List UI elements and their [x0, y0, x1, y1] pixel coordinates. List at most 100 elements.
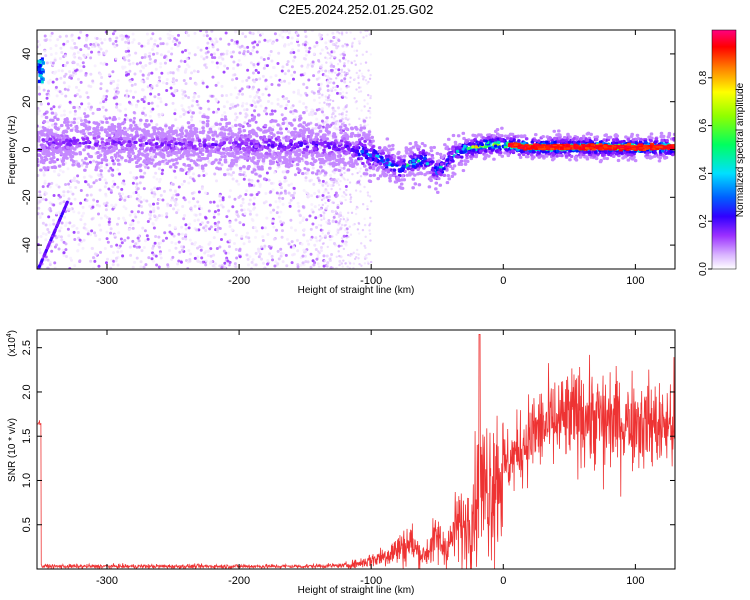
spectrogram-cell [188, 259, 192, 263]
spectrogram-cell [310, 202, 314, 206]
spectrogram-cell [159, 65, 163, 69]
spectrogram-cell [215, 40, 219, 44]
spectrogram-cell [231, 177, 235, 181]
spectrogram-cell [157, 75, 161, 79]
spectrogram-cell [76, 62, 80, 66]
spectrogram-cell [319, 196, 322, 199]
spectrogram-cell [228, 189, 232, 193]
spectrogram-cell [75, 68, 79, 72]
spectrogram-cell [120, 37, 124, 41]
spectrogram-cell [74, 186, 78, 190]
spectrogram-cell [112, 205, 116, 209]
spectrogram-cell [533, 133, 538, 137]
spectrogram-cell [280, 69, 284, 73]
spectrogram-cell [253, 109, 257, 113]
spectrogram-cell [46, 120, 50, 124]
spectrogram-cell [89, 233, 93, 237]
spectrogram-cell [98, 177, 102, 181]
spectrogram-cell [259, 245, 263, 249]
spectrogram-cell [95, 199, 99, 203]
spectrogram-cell [316, 253, 320, 257]
spectrogram-cell [196, 46, 200, 50]
spectrogram-cell [245, 253, 249, 257]
spectrogram-cell [493, 129, 498, 133]
spectrogram-cell [253, 226, 257, 230]
spectrogram-cell [346, 231, 349, 234]
spectrogram-cell [212, 124, 216, 128]
spectrogram-cell [363, 105, 366, 108]
figure-title: C2E5.2024.252.01.25.G02 [279, 2, 434, 17]
spectrogram-cell [367, 69, 370, 72]
spectrogram-cell [225, 122, 229, 126]
spectrogram-cell [282, 97, 286, 101]
spectrogram-cell [260, 154, 265, 158]
spectrogram-cell [91, 256, 95, 260]
spectrogram-cell [191, 177, 195, 181]
spectrogram-cell [150, 84, 154, 88]
spectrogram-cell [304, 176, 308, 180]
spectrogram-cell [288, 155, 292, 159]
spectrogram-cell [326, 261, 330, 264]
spectrogram-cell [294, 116, 298, 120]
spectrogram-cell [276, 205, 280, 209]
spectrogram-cell [312, 91, 316, 95]
spectrogram-cell [237, 182, 241, 186]
spectrogram-cell [278, 199, 282, 203]
spectrogram-cell [279, 191, 283, 195]
spectrogram-cell [73, 112, 77, 116]
spectrogram-cell [123, 58, 127, 62]
spectrogram-cell [332, 86, 335, 89]
spectrogram-cell [305, 49, 309, 53]
spectrogram-cell [154, 67, 158, 71]
spectrogram-cell [334, 67, 337, 71]
spectrogram-cell [297, 209, 301, 213]
spectrogram-cell [206, 220, 210, 224]
spectrogram-cell [361, 228, 365, 232]
spectrogram-cell [166, 32, 170, 36]
spectrogram-cell [70, 120, 74, 124]
spectrogram-cell [234, 218, 238, 222]
spectrogram-cell [187, 34, 191, 38]
spectrogram-cell [345, 236, 348, 240]
spectrogram-cell [291, 253, 295, 257]
spectrogram-cell [39, 102, 43, 106]
spectrogram-cell [277, 138, 282, 143]
spectrogram-cell [331, 106, 335, 110]
spectrogram-cell [334, 44, 338, 47]
spectrogram-cell [159, 42, 163, 46]
spectrogram-cell [173, 112, 177, 116]
spectrogram-cell [37, 144, 40, 148]
spectrogram-cell [284, 127, 288, 131]
spectrogram-cell [177, 232, 181, 236]
spectrogram-cell [285, 103, 289, 107]
spectrogram-cell [251, 41, 255, 45]
spectrogram-cell [335, 31, 339, 34]
spectrogram-cell [85, 165, 89, 169]
spectrogram-cell [155, 177, 159, 181]
spectrogram-cell [331, 42, 335, 46]
spectrogram-cell [287, 43, 291, 47]
spectrogram-cell [230, 55, 234, 59]
spectrogram-cell [309, 227, 313, 231]
spectrogram-cell [65, 254, 69, 258]
spectrogram-cell [225, 93, 229, 97]
spectrogram-cell [363, 75, 366, 79]
spectrogram-cell [343, 192, 346, 195]
spectrogram-cell [150, 158, 155, 162]
spectrogram-cell [83, 222, 87, 226]
spectrogram-cell [168, 249, 172, 253]
spectrogram-cell [165, 57, 169, 61]
spectrogram-cell [44, 223, 48, 227]
spectrogram-cell [83, 54, 87, 58]
spectrogram-cell [159, 53, 163, 57]
spectrogram-cell [216, 65, 220, 69]
spectrogram-cell [304, 249, 308, 253]
spectrogram-cell [266, 258, 270, 262]
spectrogram-cell [250, 260, 254, 264]
spectrogram-cell [87, 105, 91, 109]
spectrogram-cell [185, 57, 189, 61]
spectrogram-cell [101, 97, 105, 101]
spectrogram-cell [173, 225, 177, 229]
spectrogram-cell [80, 102, 84, 106]
spectrogram-cell [273, 264, 277, 268]
